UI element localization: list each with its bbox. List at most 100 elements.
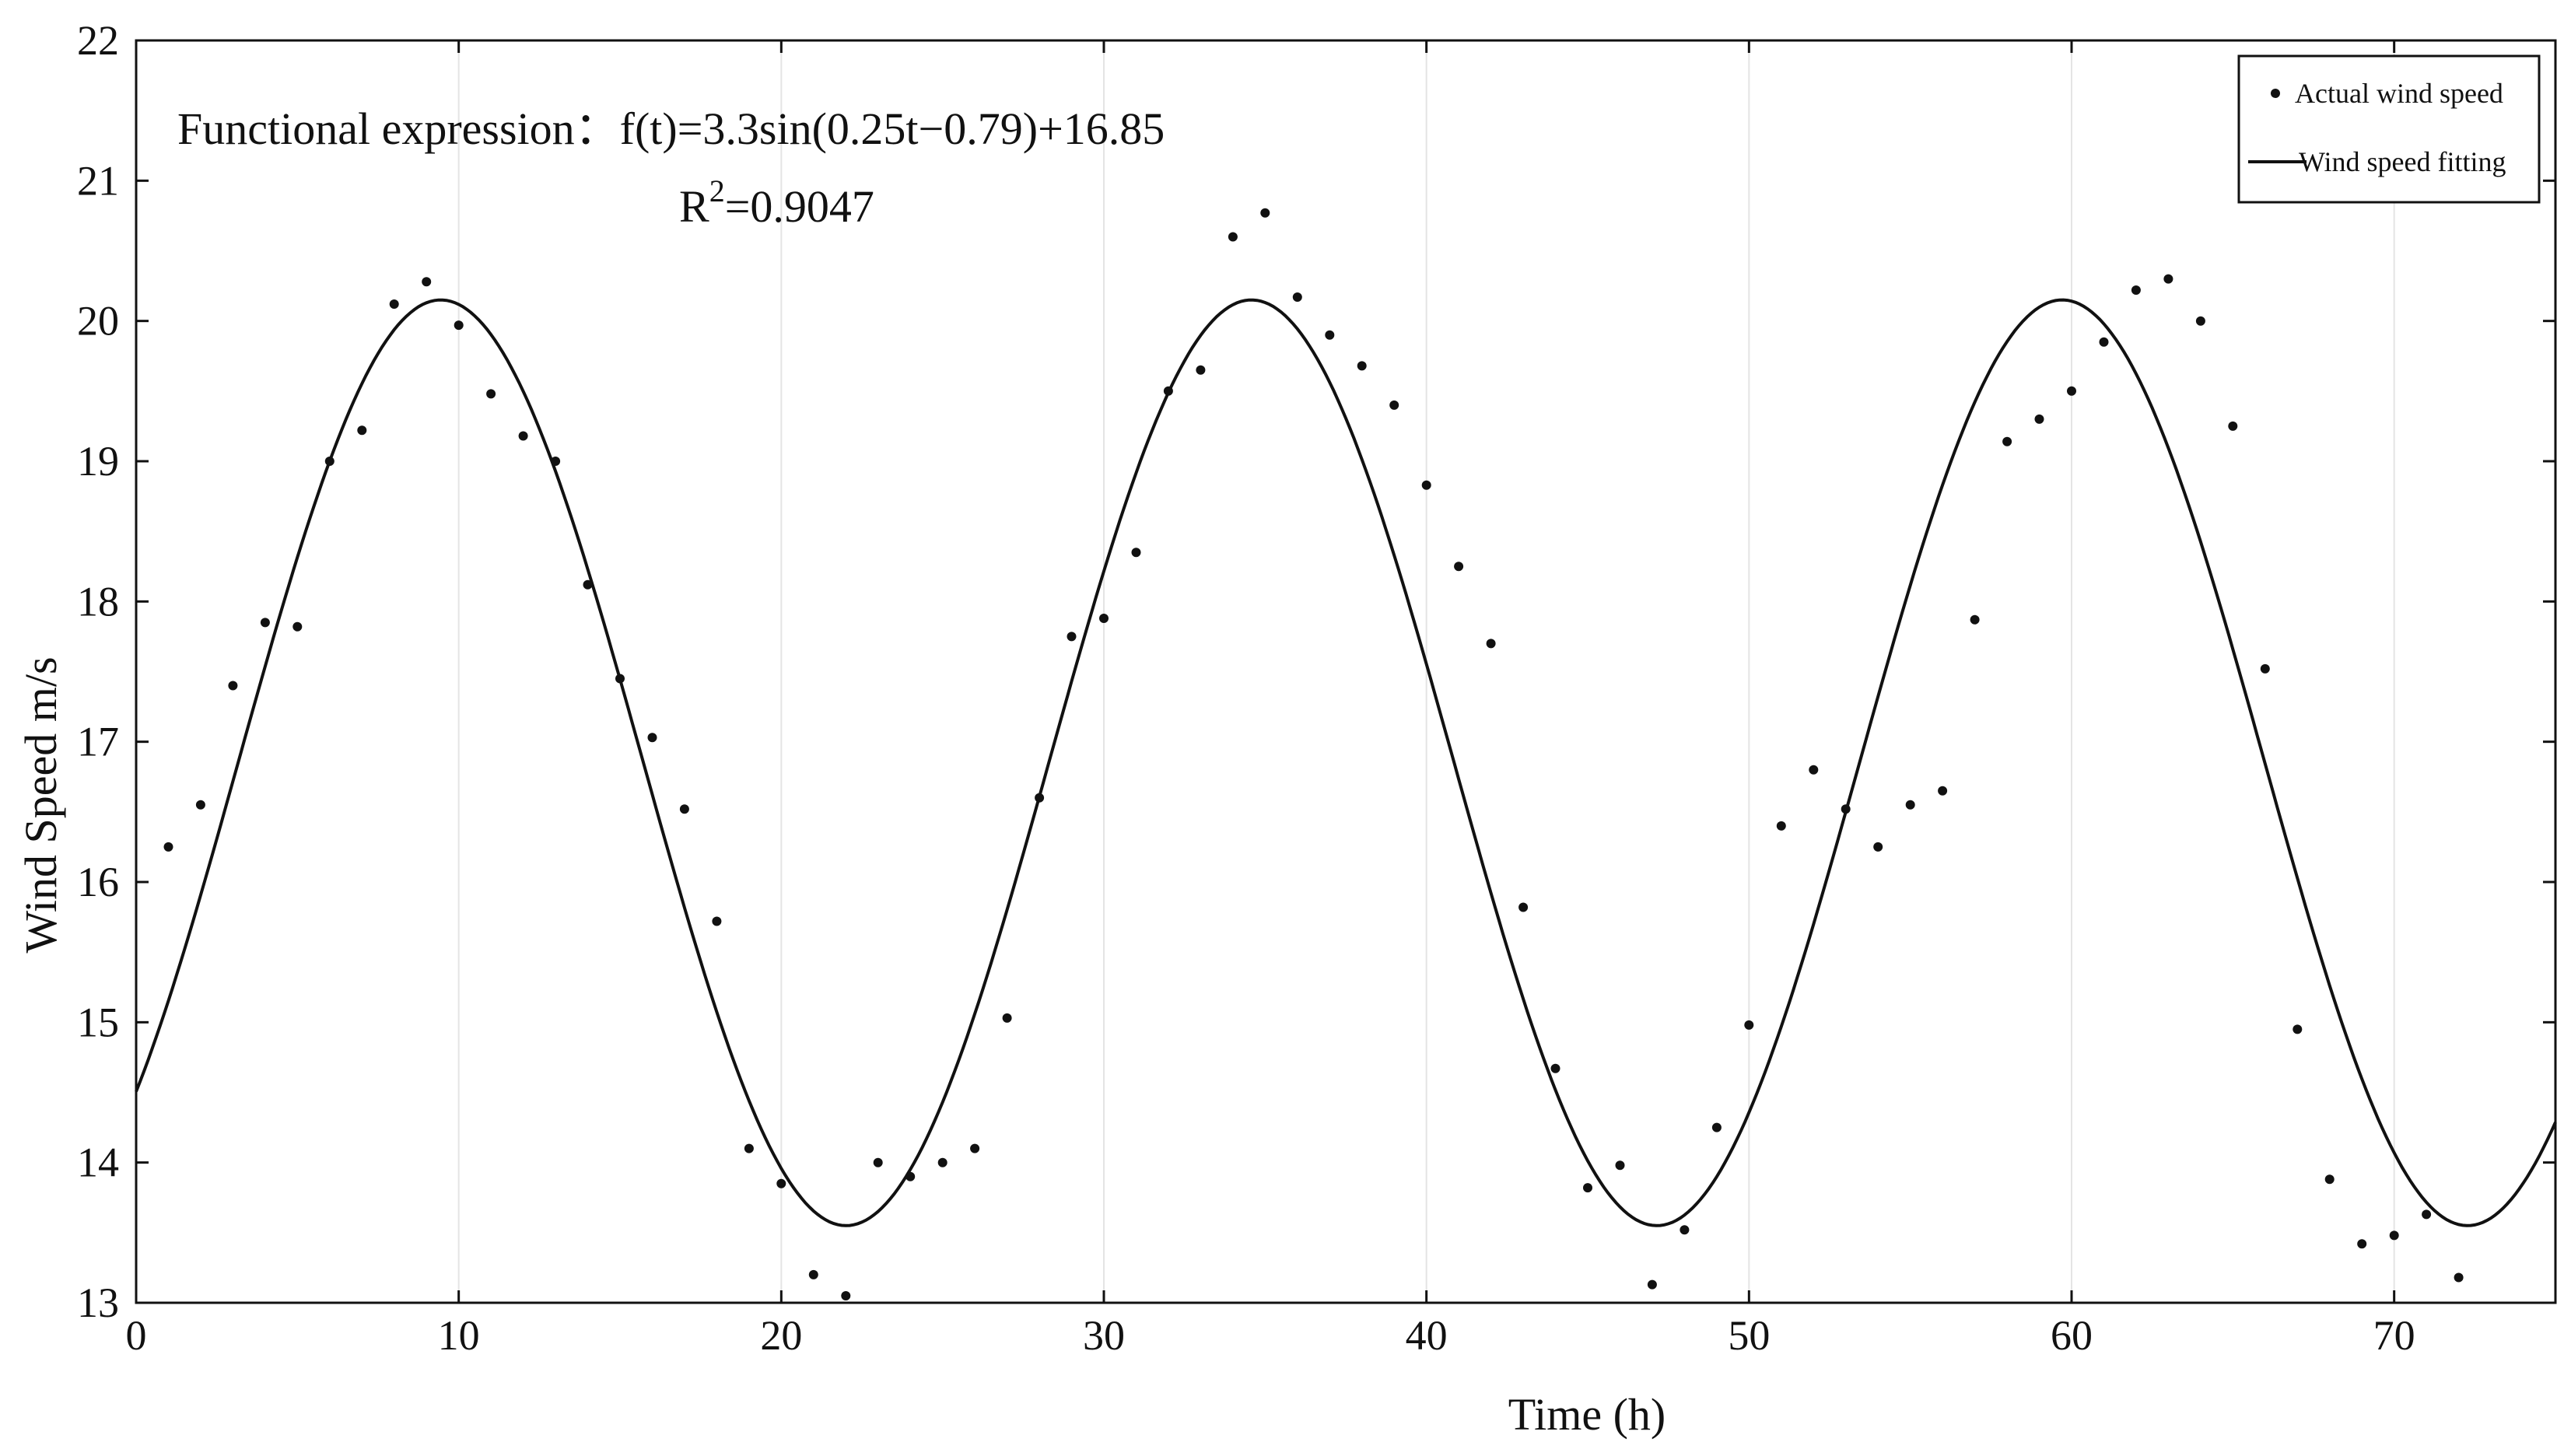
data-point-62 (2131, 285, 2141, 295)
data-point-54 (1873, 842, 1883, 852)
data-point-56 (1938, 786, 1948, 796)
x-tick-label-10: 10 (438, 1312, 480, 1359)
data-point-28 (1035, 793, 1045, 803)
data-point-16 (647, 733, 657, 743)
data-point-38 (1357, 361, 1367, 371)
fitting-curve-group (135, 298, 2557, 1227)
data-point-20 (776, 1178, 786, 1188)
data-point-3 (228, 681, 238, 691)
y-tick-label-16: 16 (77, 859, 119, 905)
data-point-13 (551, 457, 561, 466)
data-point-37 (1325, 330, 1335, 340)
data-point-41 (1454, 562, 1464, 572)
data-point-35 (1260, 208, 1270, 218)
y-axis-label: Wind Speed m/s (16, 656, 66, 953)
y-tick-label-13: 13 (77, 1279, 119, 1326)
legend-label-actual-wind-speed: Actual wind speed (2295, 78, 2503, 109)
data-point-40 (1421, 480, 1431, 490)
y-tick-label-19: 19 (77, 438, 119, 485)
data-point-11 (486, 389, 496, 399)
data-point-61 (2099, 337, 2109, 347)
actual-wind-speed-points (163, 208, 2464, 1300)
data-point-69 (2357, 1239, 2367, 1249)
data-point-1 (163, 842, 173, 852)
legend: Actual wind speed Wind speed fitting (2237, 54, 2541, 204)
data-point-15 (615, 674, 625, 684)
data-point-7 (357, 425, 367, 436)
data-point-70 (2389, 1230, 2399, 1241)
axis-ticks: 0 10 20 30 40 50 60 70 13 14 15 16 17 18 19 20 21 22 (77, 17, 2555, 1359)
x-tick-label-40: 40 (1406, 1312, 1448, 1359)
y-tick-label-15: 15 (77, 999, 119, 1045)
y-tick-label-20: 20 (77, 298, 119, 345)
expression-label: Functional expression： (177, 103, 620, 154)
data-point-24 (905, 1171, 916, 1181)
data-point-34 (1228, 232, 1238, 242)
plot-area-frame (135, 39, 2557, 1304)
r2-value: =0.9047 (725, 181, 874, 232)
annotation-expression: Functional expression：f(t)=3.3sin(0.25t−… (177, 103, 1165, 154)
data-point-18 (712, 916, 722, 926)
x-tick-label-0: 0 (126, 1312, 147, 1359)
r2-label: R (679, 181, 709, 232)
x-tick-label-60: 60 (2051, 1312, 2093, 1359)
data-point-29 (1067, 632, 1077, 642)
data-point-68 (2324, 1174, 2335, 1185)
data-point-52 (1809, 765, 1819, 775)
data-point-12 (518, 431, 528, 441)
data-point-21 (808, 1269, 818, 1279)
data-point-26 (970, 1143, 980, 1153)
data-point-23 (873, 1157, 883, 1167)
data-point-10 (454, 320, 464, 331)
data-point-36 (1292, 292, 1302, 302)
data-point-2 (195, 800, 205, 810)
x-tick-label-50: 50 (1728, 1312, 1770, 1359)
data-point-33 (1196, 365, 1206, 375)
data-point-48 (1680, 1225, 1690, 1235)
y-tick-label-22: 22 (77, 17, 119, 64)
data-point-67 (2293, 1024, 2303, 1034)
y-tick-label-18: 18 (77, 578, 119, 625)
data-point-49 (1711, 1122, 1722, 1132)
data-point-25 (937, 1157, 947, 1167)
data-point-9 (422, 277, 432, 287)
data-point-47 (1647, 1279, 1657, 1290)
legend-box (2237, 54, 2541, 204)
x-tick-label-30: 30 (1083, 1312, 1125, 1359)
data-point-57 (1970, 614, 1980, 625)
data-point-64 (2195, 316, 2205, 326)
data-point-53 (1841, 804, 1851, 814)
data-point-63 (2163, 274, 2173, 284)
data-point-51 (1776, 821, 1786, 831)
data-point-42 (1486, 639, 1496, 649)
data-point-19 (744, 1143, 754, 1153)
data-point-30 (1099, 614, 1109, 623)
x-tick-label-70: 70 (2373, 1312, 2415, 1359)
x-axis-label: Time (h) (1508, 1389, 1666, 1440)
legend-marker-actual-wind-speed (2271, 89, 2280, 98)
data-point-45 (1583, 1183, 1592, 1193)
data-point-31 (1131, 548, 1141, 558)
data-point-22 (841, 1291, 851, 1300)
data-point-4 (260, 618, 270, 628)
data-point-14 (583, 579, 593, 590)
data-point-58 (2002, 436, 2012, 446)
data-point-72 (2454, 1272, 2464, 1283)
data-point-50 (1744, 1020, 1754, 1030)
data-point-44 (1550, 1063, 1560, 1073)
expression-formula: f(t)=3.3sin(0.25t−0.79)+16.85 (620, 103, 1165, 154)
data-point-5 (292, 621, 303, 632)
legend-label-wind-speed-fitting: Wind speed fitting (2299, 146, 2506, 177)
x-tick-label-20: 20 (760, 1312, 802, 1359)
data-point-65 (2228, 421, 2238, 431)
data-point-59 (2034, 414, 2044, 424)
grid-lines (457, 40, 2395, 1303)
data-point-8 (389, 299, 399, 309)
y-tick-label-21: 21 (77, 157, 119, 204)
y-tick-label-14: 14 (77, 1139, 119, 1186)
wind-speed-fitting-curve (135, 298, 2557, 1227)
data-point-39 (1389, 400, 1399, 410)
annotation-r2: R2=0.9047 (679, 173, 874, 232)
